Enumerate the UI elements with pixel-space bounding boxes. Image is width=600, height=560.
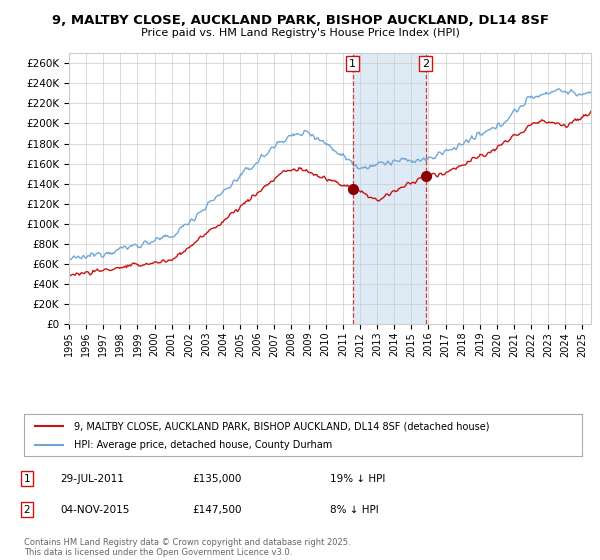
Text: £135,000: £135,000	[192, 474, 241, 484]
Text: 1: 1	[23, 474, 31, 484]
Text: 04-NOV-2015: 04-NOV-2015	[60, 505, 130, 515]
Text: 2: 2	[422, 59, 429, 69]
Text: Contains HM Land Registry data © Crown copyright and database right 2025.
This d: Contains HM Land Registry data © Crown c…	[24, 538, 350, 557]
Text: HPI: Average price, detached house, County Durham: HPI: Average price, detached house, Coun…	[74, 440, 332, 450]
Text: 9, MALTBY CLOSE, AUCKLAND PARK, BISHOP AUCKLAND, DL14 8SF: 9, MALTBY CLOSE, AUCKLAND PARK, BISHOP A…	[52, 14, 548, 27]
Text: 8% ↓ HPI: 8% ↓ HPI	[330, 505, 379, 515]
Text: 1: 1	[349, 59, 356, 69]
Text: 29-JUL-2011: 29-JUL-2011	[60, 474, 124, 484]
Text: 2: 2	[23, 505, 31, 515]
Bar	[353, 53, 425, 324]
Text: 19% ↓ HPI: 19% ↓ HPI	[330, 474, 385, 484]
Text: 9, MALTBY CLOSE, AUCKLAND PARK, BISHOP AUCKLAND, DL14 8SF (detached house): 9, MALTBY CLOSE, AUCKLAND PARK, BISHOP A…	[74, 421, 490, 431]
Text: £147,500: £147,500	[192, 505, 241, 515]
Text: Price paid vs. HM Land Registry's House Price Index (HPI): Price paid vs. HM Land Registry's House …	[140, 28, 460, 38]
